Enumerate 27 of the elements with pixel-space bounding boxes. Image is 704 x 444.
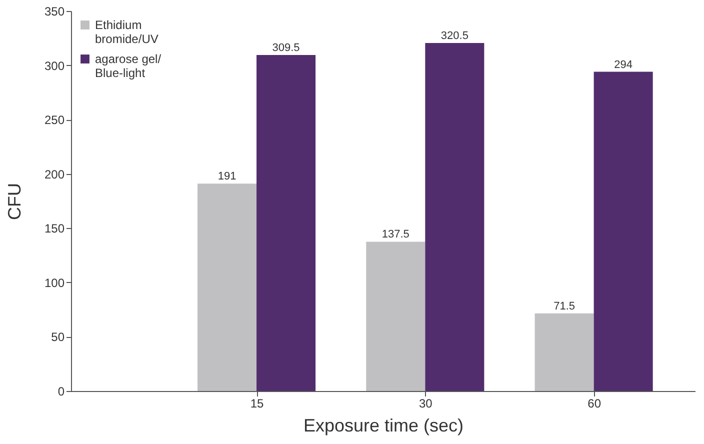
y-tick-label: 150: [44, 222, 65, 236]
legend-label: agarose gel/Blue-light: [95, 52, 162, 80]
y-tick-label: 200: [44, 167, 65, 182]
y-tick-label: 50: [51, 330, 65, 344]
data-label: 71.5: [554, 300, 576, 312]
bar: [534, 313, 594, 391]
y-axis-title: CFU: [4, 183, 24, 220]
y-tick-label: 0: [58, 384, 65, 398]
y-tick-label: 250: [44, 113, 65, 128]
bar: [425, 43, 484, 391]
x-tick-label: 30: [418, 396, 433, 410]
x-tick-label: 60: [588, 396, 602, 410]
bar: [366, 242, 426, 391]
data-label: 191: [218, 170, 236, 183]
legend-label: Ethidium bromide/UV: [95, 18, 158, 46]
data-label: 320.5: [440, 30, 468, 42]
data-label: 137.5: [382, 228, 410, 241]
x-axis-title: Exposure time (sec): [303, 416, 464, 436]
y-tick-label: 350: [44, 4, 65, 18]
bar: [197, 184, 257, 391]
y-tick-label: 100: [44, 276, 65, 290]
x-tick-label: 15: [250, 396, 264, 410]
bar: [256, 54, 316, 391]
data-label: 309.5: [272, 42, 300, 54]
data-label: 294: [614, 58, 633, 71]
y-tick-label: 300: [44, 58, 65, 73]
bar: [594, 72, 653, 391]
